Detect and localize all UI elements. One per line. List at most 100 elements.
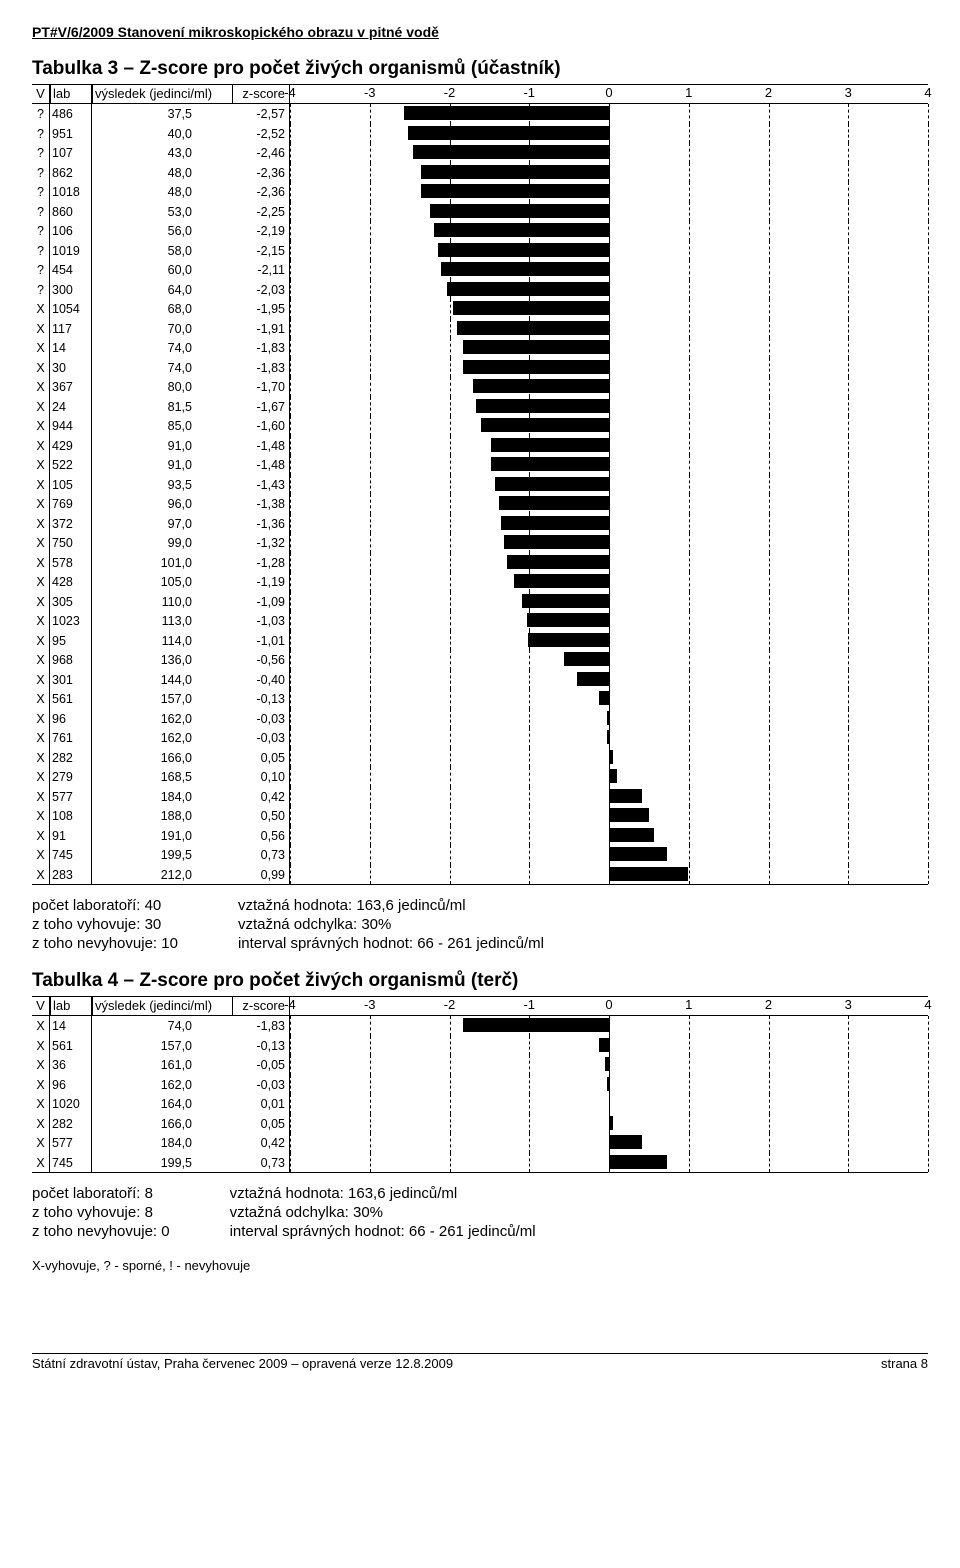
grid-line <box>290 455 291 475</box>
cell-v: ? <box>32 124 50 144</box>
grid-line <box>848 553 849 573</box>
cell-lab: 36 <box>50 1055 92 1075</box>
grid-line <box>928 572 929 592</box>
chart-cell <box>290 670 928 690</box>
table-row: X761162,0-0,03 <box>32 728 928 748</box>
grid-line <box>450 1094 451 1114</box>
grid-line <box>769 592 770 612</box>
grid-line <box>928 1016 929 1036</box>
grid-line <box>609 377 610 397</box>
cell-lab: 750 <box>50 533 92 553</box>
grid-line <box>450 611 451 631</box>
chart-cell <box>290 728 928 748</box>
cell-zscore: -0,40 <box>232 670 290 690</box>
cell-zscore: -1,60 <box>232 416 290 436</box>
table-row: X1020164,00,01 <box>32 1094 928 1114</box>
chart-cell <box>290 865 928 885</box>
table-row: ?45460,0-2,11 <box>32 260 928 280</box>
grid-line <box>848 514 849 534</box>
cell-result: 110,0 <box>92 592 232 612</box>
table3-summary: počet laboratoří: 40z toho vyhovuje: 30z… <box>32 897 928 952</box>
grid-line <box>529 748 530 768</box>
grid-line <box>370 592 371 612</box>
cell-lab: 14 <box>50 1016 92 1036</box>
grid-line <box>689 631 690 651</box>
grid-line <box>370 650 371 670</box>
zscore-bar <box>491 438 609 452</box>
grid-line <box>370 1114 371 1134</box>
axis-tick-label: -3 <box>364 85 376 100</box>
cell-v: X <box>32 358 50 378</box>
grid-line <box>689 1055 690 1075</box>
cell-zscore: -1,03 <box>232 611 290 631</box>
summary-line: z toho nevyhovuje: 0 <box>32 1223 170 1240</box>
cell-v: X <box>32 494 50 514</box>
summary-line: interval správných hodnot: 66 - 261 jedi… <box>238 935 544 952</box>
cell-zscore: -1,19 <box>232 572 290 592</box>
cell-lab: 95 <box>50 631 92 651</box>
grid-line <box>769 709 770 729</box>
grid-line <box>370 689 371 709</box>
table-row: X279168,50,10 <box>32 767 928 787</box>
grid-line <box>290 436 291 456</box>
zscore-bar <box>599 1038 609 1052</box>
zscore-bar <box>599 691 609 705</box>
grid-line <box>290 416 291 436</box>
grid-line <box>370 494 371 514</box>
chart-cell <box>290 221 928 241</box>
grid-line <box>370 826 371 846</box>
grid-line <box>928 1036 929 1056</box>
grid-line <box>529 728 530 748</box>
grid-line <box>609 260 610 280</box>
summary-line: počet laboratoří: 40 <box>32 897 178 914</box>
chart-cell <box>290 319 928 339</box>
grid-line <box>609 124 610 144</box>
grid-line <box>290 689 291 709</box>
grid-line <box>290 709 291 729</box>
zscore-bar <box>609 750 613 764</box>
grid-line <box>450 709 451 729</box>
grid-line <box>290 611 291 631</box>
axis-tick-label: 0 <box>605 997 612 1012</box>
cell-zscore: -0,03 <box>232 728 290 748</box>
cell-zscore: -2,57 <box>232 104 290 124</box>
grid-line <box>848 494 849 514</box>
chart-cell <box>290 1153 928 1173</box>
summary-line: počet laboratoří: 8 <box>32 1185 170 1202</box>
grid-line <box>848 845 849 865</box>
grid-line <box>370 767 371 787</box>
cell-v: ? <box>32 221 50 241</box>
grid-line <box>769 826 770 846</box>
table4-title: Tabulka 4 – Z-score pro počet živých org… <box>32 970 928 992</box>
axis-tick-label: 1 <box>685 85 692 100</box>
grid-line <box>370 436 371 456</box>
cell-v: X <box>32 709 50 729</box>
grid-line <box>290 163 291 183</box>
grid-line <box>370 670 371 690</box>
cell-zscore: -1,32 <box>232 533 290 553</box>
cell-zscore: 0,01 <box>232 1094 290 1114</box>
grid-line <box>928 650 929 670</box>
grid-line <box>529 865 530 885</box>
cell-zscore: 0,05 <box>232 748 290 768</box>
grid-line <box>848 104 849 124</box>
cell-lab: 117 <box>50 319 92 339</box>
cell-result: 99,0 <box>92 533 232 553</box>
grid-line <box>290 553 291 573</box>
grid-line <box>928 514 929 534</box>
cell-v: X <box>32 436 50 456</box>
grid-line <box>769 553 770 573</box>
grid-line <box>609 338 610 358</box>
grid-line <box>529 1114 530 1134</box>
grid-line <box>450 377 451 397</box>
cell-result: 212,0 <box>92 865 232 885</box>
grid-line <box>769 845 770 865</box>
cell-v: X <box>32 475 50 495</box>
zscore-bar <box>514 574 609 588</box>
cell-result: 113,0 <box>92 611 232 631</box>
grid-line <box>848 728 849 748</box>
chart-cell <box>290 260 928 280</box>
cell-lab: 91 <box>50 826 92 846</box>
chart-cell <box>290 1016 928 1036</box>
grid-line <box>290 514 291 534</box>
